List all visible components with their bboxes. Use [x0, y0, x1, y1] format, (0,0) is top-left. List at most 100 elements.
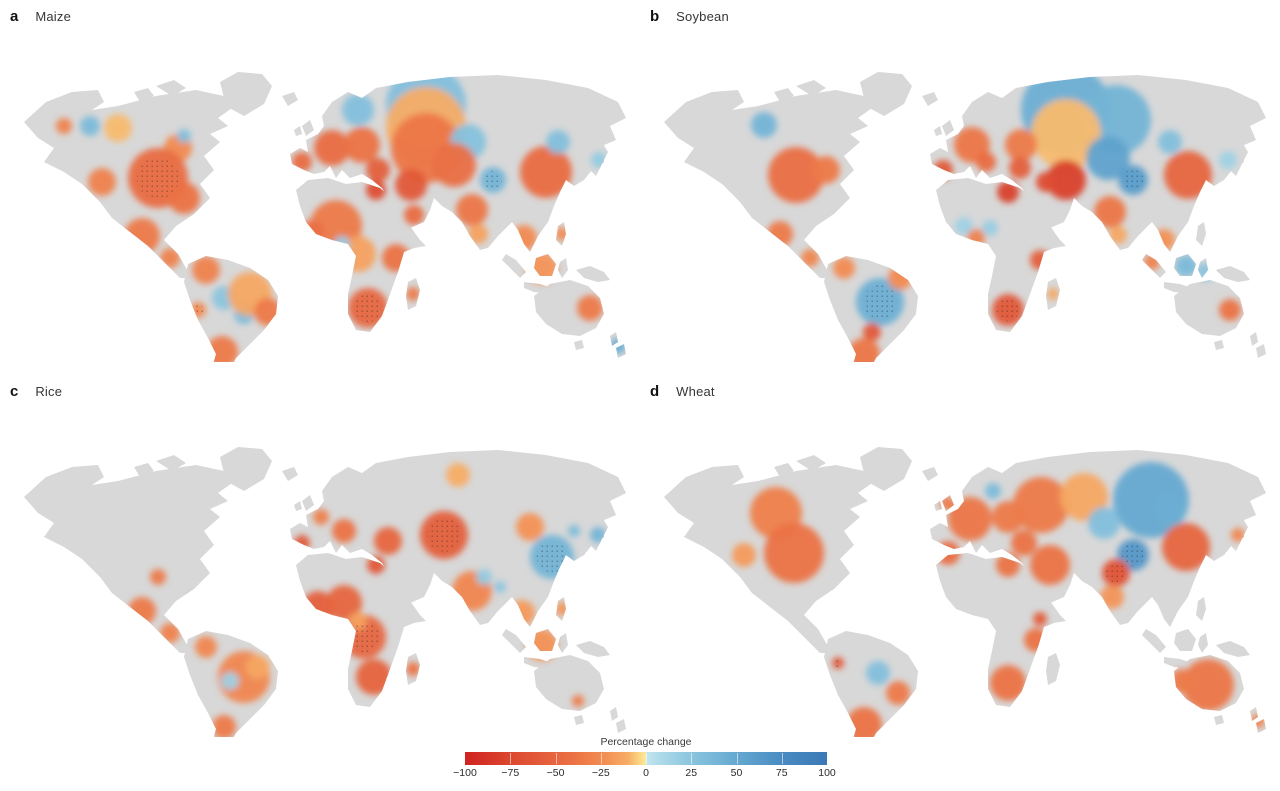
region-east-africa	[1024, 628, 1048, 652]
colorbar-tick-label: −25	[591, 767, 610, 779]
region-canada-prairie-yellow	[104, 114, 132, 142]
colorbar-tick-label: −100	[453, 767, 477, 779]
region-iberia-red	[294, 535, 310, 551]
crop-regions	[751, 72, 1241, 362]
panel-header: c Rice	[0, 375, 640, 405]
region-japan-blue	[590, 527, 606, 543]
region-southern-africa	[990, 665, 1026, 701]
region-east-africa-red	[1030, 250, 1050, 270]
region-china-north-blue	[1158, 130, 1182, 154]
panel-title: Soybean	[676, 9, 729, 24]
stipple-brazil-blue-center	[863, 285, 897, 319]
region-caribbean-red	[188, 595, 200, 607]
region-new-zealand	[1251, 714, 1265, 728]
region-libya-egypt	[996, 553, 1020, 577]
panel-rice: c Rice	[0, 375, 640, 750]
region-us-southeast	[168, 182, 200, 214]
colorbar: Percentage change −100 −75 −50 −25 0 25 50 75 10…	[453, 736, 836, 780]
region-southeast-asia	[511, 225, 537, 251]
region-korea-blue	[568, 525, 580, 537]
region-sahel-blue-west	[955, 217, 973, 235]
region-australia	[1182, 659, 1234, 711]
region-alaska-coast	[56, 118, 72, 134]
region-turkey	[1011, 530, 1037, 556]
region-argentina	[212, 715, 236, 737]
region-japan	[1231, 528, 1245, 542]
stipple-north-india-red	[1106, 563, 1126, 583]
region-china-east	[520, 146, 572, 198]
colorbar-tick-label: 0	[643, 767, 649, 779]
region-korea-japan-pale	[1219, 151, 1237, 169]
region-philippines	[555, 602, 569, 616]
region-quebec-blue	[177, 129, 191, 143]
region-indonesia	[526, 252, 558, 284]
region-australia-east	[1219, 299, 1241, 321]
region-canada-blue-patch	[751, 112, 777, 138]
region-madagascar-yellow	[1047, 288, 1059, 300]
region-china-east-red	[1162, 523, 1210, 571]
region-madagascar	[406, 662, 420, 676]
region-china-northeast-blue	[546, 130, 570, 154]
region-russia-patch	[446, 463, 470, 487]
region-argentina	[846, 707, 882, 737]
region-arabia	[404, 205, 424, 225]
region-argentina	[848, 338, 880, 362]
region-egypt-red	[367, 556, 385, 574]
colorbar-tick-label: 75	[775, 767, 788, 779]
region-india-south-yellow	[1109, 226, 1127, 244]
region-mexico	[124, 218, 160, 254]
region-india-north	[456, 194, 488, 226]
region-china-east	[1164, 151, 1212, 199]
region-middle-east-red	[395, 169, 427, 201]
region-us-plains	[764, 523, 824, 583]
region-southeast-asia	[1153, 229, 1175, 251]
region-ethiopia-red	[1033, 612, 1047, 626]
region-east-africa	[382, 244, 410, 272]
region-turkey-caucasus	[374, 527, 402, 555]
region-scandinavia-blue	[342, 94, 374, 126]
region-central-america	[801, 249, 819, 267]
region-ukraine-orange	[1005, 129, 1037, 161]
crop-regions	[56, 72, 626, 362]
region-sahel	[326, 585, 362, 621]
region-us-south	[150, 569, 166, 585]
colorbar-tick-label: −75	[501, 767, 520, 779]
region-india-south-yellow	[468, 224, 488, 244]
stipple-tibet-blue-dark	[1122, 169, 1144, 191]
region-libya-egypt-red	[997, 181, 1019, 203]
colorbar-notch	[600, 753, 602, 764]
region-us-west-yellow	[732, 543, 756, 567]
region-iberia	[292, 152, 312, 172]
stipple-andes-strip	[192, 304, 204, 316]
region-central-america	[160, 248, 180, 268]
region-us-east	[812, 156, 840, 184]
region-central-asia-orange	[432, 143, 476, 187]
panel-letter: c	[10, 383, 19, 400]
panel-header: a Maize	[0, 0, 640, 30]
region-sahel-blue-east	[982, 220, 998, 236]
region-australia-east	[577, 295, 603, 321]
region-central-asia-blue	[1086, 136, 1130, 180]
region-russia-yellow-band	[1031, 99, 1101, 169]
panel-letter: d	[650, 383, 660, 400]
panel-letter: a	[10, 8, 19, 25]
region-india-blue-spots	[476, 569, 492, 585]
region-russia-yellow-band	[1060, 473, 1108, 521]
region-turkey-red	[1009, 157, 1031, 179]
region-baltic-blue	[985, 483, 1001, 499]
crop-regions	[732, 462, 1265, 737]
stipple-china-southeast-blue	[536, 541, 568, 573]
region-brazil-south	[886, 681, 910, 705]
colorbar-notch	[555, 753, 557, 764]
panel-maize: a Maize	[0, 0, 640, 375]
region-europe	[948, 497, 992, 541]
stipple-us-corn-belt	[137, 157, 179, 199]
region-central-africa-blue	[334, 236, 350, 252]
region-bangladesh-blue	[494, 581, 506, 593]
region-brazil-north-rim	[888, 266, 912, 290]
stipple-peru-red-spot	[833, 658, 843, 668]
colorbar-notch	[510, 753, 512, 764]
crop-regions	[128, 463, 606, 737]
region-mongolia-blue	[1156, 495, 1186, 525]
region-paraguay-red	[863, 323, 881, 341]
